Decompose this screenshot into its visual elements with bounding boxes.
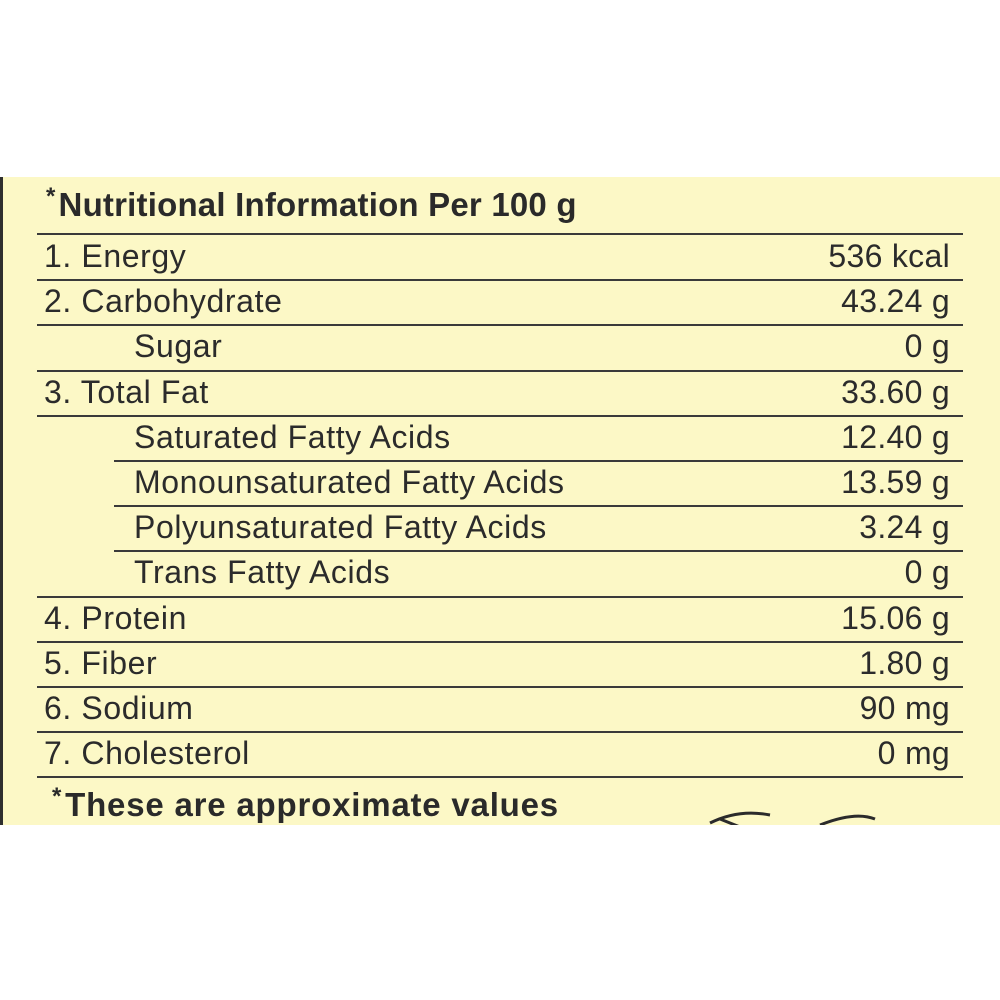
nutrient-label: 7. Cholesterol (44, 735, 250, 772)
title-text: Nutritional Information Per 100 g (58, 186, 577, 223)
nutrient-value: 3.24 g (859, 509, 950, 546)
table-row: 5. Fiber 1.80 g (0, 642, 1000, 687)
nutrient-value: 0 g (904, 328, 950, 365)
row-divider (37, 595, 963, 598)
nutrition-panel: *Nutritional Information Per 100 g 1. En… (0, 177, 1000, 825)
nutrition-title: *Nutritional Information Per 100 g (46, 183, 577, 224)
nutrient-value: 0 mg (877, 735, 950, 772)
nutrient-value: 12.40 g (841, 418, 950, 455)
nutrient-label: Sugar (134, 328, 223, 365)
nutrient-label: Polyunsaturated Fatty Acids (134, 509, 547, 546)
table-row: 3. Total Fat 33.60 g (0, 371, 1000, 416)
panel-left-border (0, 177, 3, 825)
nutrient-value: 1.80 g (859, 644, 950, 681)
row-divider (114, 550, 963, 553)
nutrient-label: 2. Carbohydrate (44, 283, 283, 320)
nutrient-value: 13.59 g (841, 464, 950, 500)
table-row: 2. Carbohydrate 43.24 g (0, 280, 1000, 325)
nutrient-value: 15.06 g (841, 599, 950, 636)
nutrient-label: 1. Energy (44, 238, 187, 274)
nutrient-label: 3. Total Fat (44, 373, 209, 410)
table-row: Trans Fatty Acids 0 g (0, 551, 1000, 596)
row-divider (37, 279, 963, 282)
row-divider (37, 324, 963, 327)
nutrient-label: Saturated Fatty Acids (134, 418, 451, 455)
footnote: *These are approximate values (52, 783, 559, 824)
nutrient-value: 0 g (904, 554, 950, 591)
footnote-text: These are approximate values (65, 786, 559, 823)
table-top-rule (37, 233, 963, 235)
title-asterisk: * (46, 183, 56, 210)
row-divider (114, 505, 963, 508)
decorative-script-fragment (709, 811, 876, 825)
row-divider (37, 369, 963, 372)
nutrient-label: 4. Protein (44, 599, 187, 636)
table-row: Saturated Fatty Acids 12.40 g (0, 416, 1000, 461)
row-divider (114, 460, 963, 462)
row-divider (37, 686, 963, 688)
nutrient-value: 33.60 g (841, 373, 950, 410)
row-divider (37, 776, 963, 779)
nutrient-label: Monounsaturated Fatty Acids (134, 464, 565, 500)
table-row: 7. Cholesterol 0 mg (0, 732, 1000, 777)
table-row: Polyunsaturated Fatty Acids 3.24 g (0, 506, 1000, 551)
row-divider (37, 640, 963, 643)
nutrient-label: 6. Sodium (44, 690, 194, 726)
nutrient-value: 90 mg (859, 690, 950, 726)
table-row: 6. Sodium 90 mg (0, 687, 1000, 732)
nutrient-label: Trans Fatty Acids (134, 554, 391, 591)
nutrient-value: 536 kcal (828, 238, 950, 274)
nutrient-label: 5. Fiber (44, 644, 158, 681)
table-row: Monounsaturated Fatty Acids 13.59 g (0, 461, 1000, 506)
row-divider (37, 414, 963, 417)
table-row: 1. Energy 536 kcal (0, 235, 1000, 280)
table-row: Sugar 0 g (0, 325, 1000, 370)
footnote-asterisk: * (52, 783, 63, 810)
row-divider (37, 731, 963, 734)
table-row: 4. Protein 15.06 g (0, 597, 1000, 642)
nutrient-value: 43.24 g (841, 283, 950, 320)
